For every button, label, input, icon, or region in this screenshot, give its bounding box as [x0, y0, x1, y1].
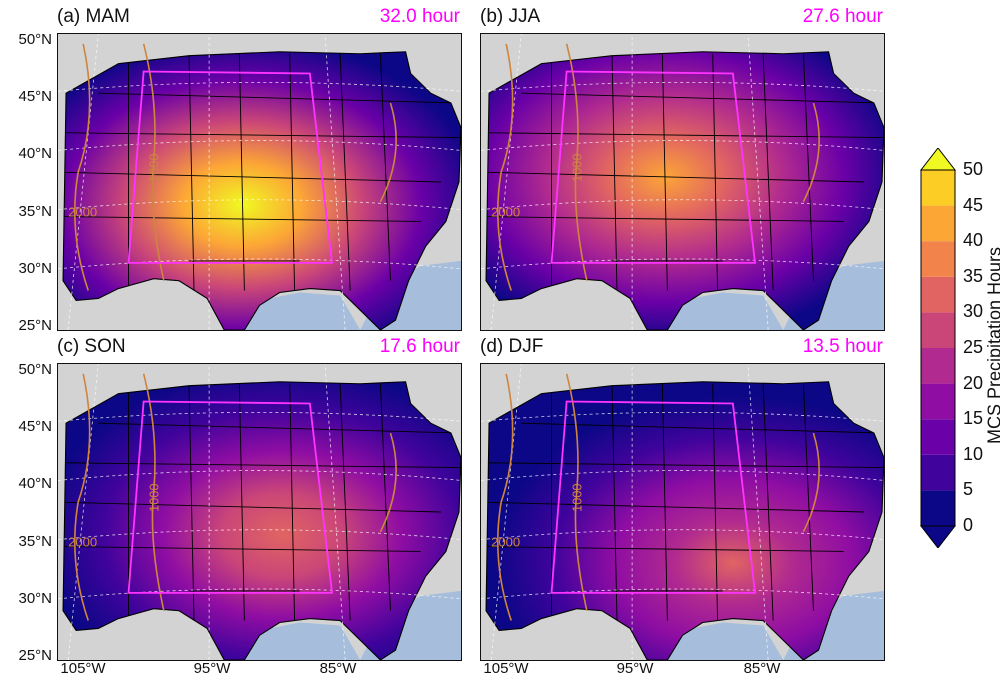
- latitude-label: 45°N: [18, 418, 52, 435]
- precipitation-field: [63, 381, 461, 660]
- precipitation-field: [63, 51, 461, 330]
- colorbar-title: MCS Precipitation Hours: [984, 246, 1000, 445]
- colorbar-segment: [921, 419, 955, 455]
- contour-label-1000: 1000: [147, 483, 162, 512]
- panel-title: (c) SON: [57, 336, 126, 357]
- analysis-region-box: [127, 400, 334, 594]
- precipitation-map: 1000 2000: [58, 364, 461, 660]
- colorbar-segment: [921, 170, 955, 206]
- map-panel: 1000 2000: [480, 363, 885, 661]
- latitude-label: 35°N: [18, 533, 52, 550]
- panel-title: (a) MAM: [57, 6, 130, 27]
- precipitation-map: 1000 2000: [481, 364, 884, 660]
- state-boundaries: [486, 383, 884, 631]
- map-panel: 1000 2000: [57, 363, 462, 661]
- contour-label-1000: 1000: [570, 483, 585, 512]
- panel-title: (d) DJF: [480, 336, 544, 357]
- colorbar-tick-label: 45: [963, 194, 984, 215]
- panel-mean-hours: 27.6 hour: [802, 6, 883, 27]
- precipitation-map: 1000 2000: [58, 34, 461, 330]
- colorbar-tick-label: 5: [963, 479, 974, 500]
- precipitation-field: [486, 381, 884, 660]
- contour-label-2000: 2000: [491, 205, 520, 220]
- latitude-label: 25°N: [18, 317, 52, 334]
- colorbar-segment: [921, 241, 955, 277]
- elevation-contours: [73, 373, 397, 621]
- colorbar-tick-label: 10: [963, 443, 984, 464]
- latitude-label: 25°N: [18, 647, 52, 664]
- colorbar-scale: [919, 147, 957, 549]
- latitude-label: 50°N: [18, 361, 52, 378]
- colorbar-tick-label: 20: [963, 372, 984, 393]
- contour-label-1000: 1000: [147, 153, 162, 182]
- elevation-contours: [73, 43, 397, 291]
- colorbar-segment: [921, 312, 955, 348]
- country-outline: [62, 381, 461, 660]
- longitude-label: 105°W: [483, 660, 529, 677]
- colorbar-tick-label: 35: [963, 265, 984, 286]
- latitude-label: 40°N: [18, 475, 52, 492]
- panel-mean-hours: 13.5 hour: [802, 336, 883, 357]
- panel-mean-hours: 32.0 hour: [379, 6, 460, 27]
- colorbar-segment: [921, 454, 955, 491]
- state-boundaries: [486, 53, 884, 301]
- colorbar-segment: [921, 276, 955, 313]
- country-outline: [62, 51, 461, 330]
- colorbar-tick-label: 40: [963, 230, 984, 251]
- precipitation-field: [486, 51, 884, 330]
- longitude-label: 85°W: [743, 660, 781, 677]
- latitude-label: 30°N: [18, 590, 52, 607]
- graticule: [58, 364, 461, 660]
- map-panel: 1000 2000: [480, 33, 885, 331]
- colorbar-tick-label: 30: [963, 301, 984, 322]
- colorbar-segment: [921, 348, 955, 384]
- panel-mean-hours: 17.6 hour: [379, 336, 460, 357]
- state-boundaries: [63, 383, 461, 631]
- colorbar-segment: [921, 490, 955, 526]
- colorbar-extend-max: [919, 147, 957, 171]
- longitude-label: 105°W: [60, 660, 106, 677]
- longitude-label: 95°W: [616, 660, 654, 677]
- contour-label-2000: 2000: [68, 535, 97, 550]
- country-outline: [485, 381, 884, 660]
- elevation-contours: [496, 43, 820, 291]
- panel-title: (b) JJA: [480, 6, 541, 27]
- analysis-region-box: [550, 70, 757, 264]
- latitude-label: 45°N: [18, 88, 52, 105]
- colorbar: [918, 147, 958, 549]
- colorbar-segment: [921, 205, 955, 242]
- analysis-region-box: [550, 400, 757, 594]
- colorbar-segment: [921, 383, 955, 420]
- map-panel: 1000 2000: [57, 33, 462, 331]
- colorbar-tick-label: 50: [963, 159, 984, 179]
- analysis-region-box: [127, 70, 334, 264]
- latitude-label: 35°N: [18, 203, 52, 220]
- longitude-label: 85°W: [319, 660, 357, 677]
- graticule: [481, 34, 884, 330]
- colorbar-tick-label: 15: [963, 408, 984, 429]
- contour-label-2000: 2000: [68, 205, 97, 220]
- precipitation-map: 1000 2000: [481, 34, 884, 330]
- longitude-label: 95°W: [193, 660, 231, 677]
- graticule: [58, 34, 461, 330]
- colorbar-extend-min: [919, 525, 957, 549]
- contour-label-1000: 1000: [570, 153, 585, 182]
- contour-label-2000: 2000: [491, 535, 520, 550]
- graticule: [481, 364, 884, 660]
- latitude-label: 40°N: [18, 145, 52, 162]
- colorbar-tick-label: 0: [963, 515, 974, 535]
- latitude-label: 50°N: [18, 31, 52, 48]
- country-outline: [485, 51, 884, 330]
- latitude-label: 30°N: [18, 260, 52, 277]
- colorbar-tick-label: 25: [963, 337, 984, 357]
- elevation-contours: [496, 373, 820, 621]
